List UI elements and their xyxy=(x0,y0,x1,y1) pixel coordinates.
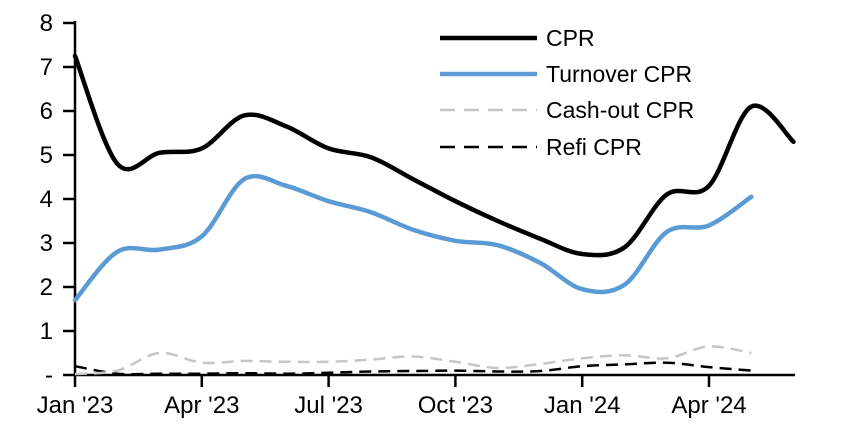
series-lines xyxy=(72,53,796,376)
x-tick-label: Jan '24 xyxy=(544,392,621,419)
axis-tick-labels: - 1 2 3 4 5 6 7 8 Jan '23 Apr '23 Jul '23 Oct '23 Jan… xyxy=(37,10,747,419)
legend: CPR Turnover CPR Cash-out CPR Refi CPR xyxy=(440,25,694,160)
legend-label-turnover-cpr: Turnover CPR xyxy=(546,61,692,87)
series-line-cash-out-cpr xyxy=(74,345,752,376)
y-tick-label: 1 xyxy=(40,318,53,345)
legend-label-cash-out-cpr: Cash-out CPR xyxy=(546,97,694,123)
y-tick-label: 7 xyxy=(40,54,53,81)
x-tick-label: Apr '23 xyxy=(164,392,239,419)
axes xyxy=(63,21,795,387)
series-line-turnover-cpr xyxy=(72,173,754,303)
series-line-refi-cpr xyxy=(74,361,752,376)
x-tick-label: Jul '23 xyxy=(294,392,363,419)
legend-label-cpr: CPR xyxy=(546,25,595,51)
x-tick-label: Apr '24 xyxy=(671,392,746,419)
legend-label-refi-cpr: Refi CPR xyxy=(546,134,642,160)
x-tick-label: Oct '23 xyxy=(418,392,493,419)
y-tick-label: - xyxy=(45,362,53,389)
y-tick-label: 6 xyxy=(40,98,53,125)
y-tick-label: 2 xyxy=(40,274,53,301)
y-tick-label: 8 xyxy=(40,10,53,37)
y-tick-label: 3 xyxy=(40,230,53,257)
x-tick-label: Jan '23 xyxy=(37,392,114,419)
y-tick-label: 5 xyxy=(40,142,53,169)
y-tick-label: 4 xyxy=(40,186,53,213)
series-line-cpr xyxy=(72,53,796,258)
